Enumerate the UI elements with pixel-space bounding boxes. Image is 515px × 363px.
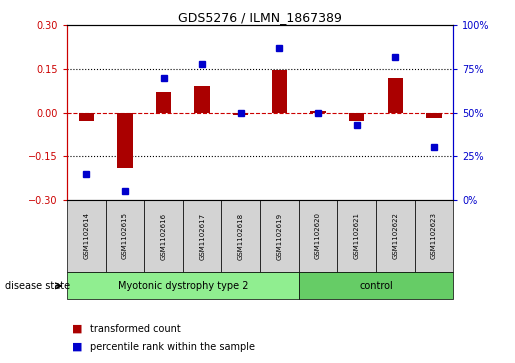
Text: Myotonic dystrophy type 2: Myotonic dystrophy type 2 [117,281,248,291]
Bar [260,200,299,272]
Bar [349,113,364,121]
Text: GSM1102619: GSM1102619 [277,212,282,260]
Text: ■: ■ [72,342,82,352]
Bar [117,113,133,168]
Bar [415,200,453,272]
Bar [67,272,299,299]
Bar [78,113,94,121]
Text: percentile rank within the sample: percentile rank within the sample [90,342,255,352]
Bar [272,70,287,113]
Text: GSM1102622: GSM1102622 [392,212,398,260]
Bar [310,111,325,113]
Bar [106,200,144,272]
Bar [233,113,249,115]
Text: GSM1102618: GSM1102618 [238,212,244,260]
Bar [299,272,453,299]
Bar [194,86,210,113]
Text: ■: ■ [72,323,82,334]
Text: GSM1102614: GSM1102614 [83,212,89,260]
Bar [156,92,171,113]
Bar [376,200,415,272]
Text: disease state: disease state [5,281,70,291]
Bar [426,113,442,118]
Text: control: control [359,281,393,291]
Bar [67,200,106,272]
Bar [221,200,260,272]
Text: GSM1102620: GSM1102620 [315,212,321,260]
Bar [299,200,337,272]
Text: transformed count: transformed count [90,323,181,334]
Text: GSM1102617: GSM1102617 [199,212,205,260]
Text: GSM1102623: GSM1102623 [431,212,437,260]
Bar [337,200,376,272]
Text: GSM1102616: GSM1102616 [161,212,166,260]
Text: GSM1102615: GSM1102615 [122,212,128,260]
Bar [387,78,403,113]
Bar [144,200,183,272]
Title: GDS5276 / ILMN_1867389: GDS5276 / ILMN_1867389 [178,11,342,24]
Bar [183,200,221,272]
Text: GSM1102621: GSM1102621 [354,212,359,260]
